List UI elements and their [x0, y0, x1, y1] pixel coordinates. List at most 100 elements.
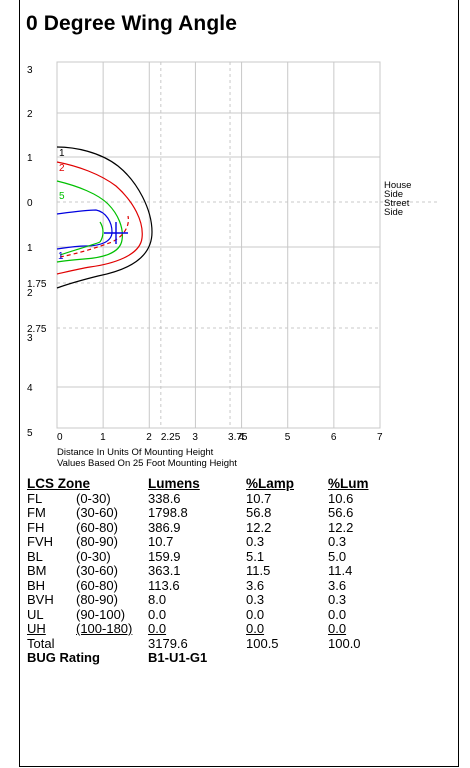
side-label: Street — [384, 198, 410, 209]
cell-lamp: 5.1 — [246, 548, 265, 564]
x-tick-label: 6 — [331, 432, 337, 443]
cell-lamp: 0.3 — [246, 592, 265, 607]
cell-lum: 0.0 — [328, 606, 347, 622]
cell-lumens: 1798.8 — [148, 505, 188, 520]
cell-zone: BL — [27, 548, 43, 564]
cell-lamp: 11.5 — [246, 563, 271, 578]
header-lumens: Lumens — [148, 476, 200, 491]
table-row: FVH (80-90) 10.7 0.3 0.3 — [27, 534, 437, 550]
cell-range: (30-60) — [76, 563, 118, 578]
cell-range: (90-100) — [76, 606, 126, 622]
contour-line — [99, 221, 104, 243]
y-tick-label: 3 — [27, 333, 33, 344]
x-tick-label: 7 — [377, 432, 383, 443]
contour-line — [56, 209, 113, 250]
total-row: Total 3179.6 100.5 100.0 — [27, 635, 437, 652]
bug-value: B1-U1-G1 — [148, 650, 208, 665]
table-row: BH (60-80) 113.6 3.6 3.6 — [27, 577, 437, 594]
header-zone: LCS Zone — [27, 476, 90, 491]
cell-zone: BM — [27, 563, 47, 578]
cell-lum: 11.4 — [328, 563, 353, 578]
contour-label: 2 — [59, 163, 65, 174]
cell-lum: 3.6 — [328, 577, 347, 593]
cell-lumens: 0.0 — [148, 621, 167, 636]
contour-label: 1 — [59, 148, 65, 159]
x-tick-label: 2 — [146, 432, 152, 443]
cell-zone: BVH — [27, 592, 54, 607]
cell-range: (80-90) — [76, 534, 118, 549]
cell-zone: FH — [27, 519, 45, 535]
chart-title: 0 Degree Wing Angle — [26, 12, 237, 35]
side-label: Side — [384, 189, 403, 200]
contour-line — [56, 180, 123, 263]
contour-label: 5 — [59, 191, 65, 202]
cell-lum: 56.6 — [328, 505, 354, 520]
y-tick-label: 4 — [27, 383, 33, 394]
total-lumens: 3179.6 — [148, 635, 188, 651]
lumen-table: LCS Zone Lumens %Lamp %Lum FL (0-30) 338.6… — [27, 476, 437, 666]
figure-frame — [19, 0, 459, 767]
contour-lines: 1 2 5 1 — [56, 146, 153, 289]
cell-lumens: 386.9 — [148, 519, 181, 535]
total-lum: 100.0 — [328, 635, 361, 651]
header-lum: %Lum — [328, 476, 369, 491]
y-tick-label: 2 — [27, 109, 33, 120]
cell-lum: 12.2 — [328, 519, 354, 535]
bug-label: BUG Rating — [27, 650, 100, 665]
contour-line — [59, 215, 129, 258]
cell-range: (60-80) — [76, 577, 118, 593]
x-tick-label: 4 — [239, 432, 245, 443]
cell-lum: 0.3 — [328, 534, 347, 549]
y-tick-label: 2 — [27, 288, 33, 299]
contour-label: 1 — [58, 251, 64, 262]
cell-lumens: 338.6 — [148, 490, 181, 506]
cell-range: (100-180) — [76, 621, 133, 636]
table-row: UL (90-100) 0.0 0.0 0.0 — [27, 606, 437, 623]
table-rows: FL (0-30) 338.6 10.7 10.6 FM (30-60) 1798.8 56.8… — [27, 490, 437, 637]
total-lamp: 100.5 — [246, 635, 279, 651]
cell-lamp: 0.0 — [246, 606, 265, 622]
cell-lamp: 3.6 — [246, 577, 265, 593]
cell-lamp: 0.0 — [246, 621, 265, 636]
table-row: UH (100-180) 0.0 0.0 0.0 — [27, 621, 437, 637]
plot-border — [56, 61, 381, 429]
y-tick-label: 0 — [27, 198, 33, 209]
mounting-height-note: Values Based On 25 Foot Mounting Height — [57, 458, 237, 469]
cell-lamp: 10.7 — [246, 490, 272, 506]
table-row: BM (30-60) 363.1 11.5 11.4 — [27, 563, 437, 579]
cell-lumens: 113.6 — [148, 577, 180, 593]
x-tick-label: 5 — [285, 432, 291, 443]
x-tick-labels: 0 1 2 2.25 3 3.754 5 6 7 — [57, 432, 383, 443]
y-tick-label: 3 — [27, 65, 33, 76]
table-row: BL (0-30) 159.9 5.1 5.0 — [27, 548, 437, 565]
cell-lumens: 8.0 — [148, 592, 167, 607]
table-row: FM (30-60) 1798.8 56.8 56.6 — [27, 505, 437, 521]
cell-zone: FVH — [27, 534, 53, 549]
y-tick-label: 2.75 — [27, 324, 47, 335]
plot-grid — [56, 61, 440, 429]
x-tick-label: 2.25 — [161, 432, 181, 443]
cell-lumens: 10.7 — [148, 534, 174, 549]
bug-row: BUG Rating B1-U1-G1 — [27, 650, 437, 666]
y-tick-label: 1.75 — [27, 279, 47, 290]
cell-lum: 10.6 — [328, 490, 354, 506]
contour-line — [59, 241, 101, 256]
total-label: Total — [27, 635, 55, 651]
cell-lum: 0.0 — [328, 621, 347, 636]
cell-lamp: 56.8 — [246, 505, 272, 520]
contour-line — [56, 161, 143, 275]
cell-range: (80-90) — [76, 592, 118, 607]
cell-lumens: 0.0 — [148, 606, 167, 622]
x-tick-label: 3.75 — [228, 432, 248, 443]
cell-lumens: 159.9 — [148, 548, 181, 564]
cell-range: (0-30) — [76, 490, 111, 506]
cell-lamp: 12.2 — [246, 519, 272, 535]
cell-range: (30-60) — [76, 505, 118, 520]
x-tick-label: 0 — [57, 432, 63, 443]
table-row: FL (0-30) 338.6 10.7 10.6 — [27, 490, 437, 507]
x-axis-label: Distance In Units Of Mounting Height — [57, 447, 214, 458]
cell-range: (0-30) — [76, 548, 111, 564]
table-row: BVH (80-90) 8.0 0.3 0.3 — [27, 592, 437, 608]
